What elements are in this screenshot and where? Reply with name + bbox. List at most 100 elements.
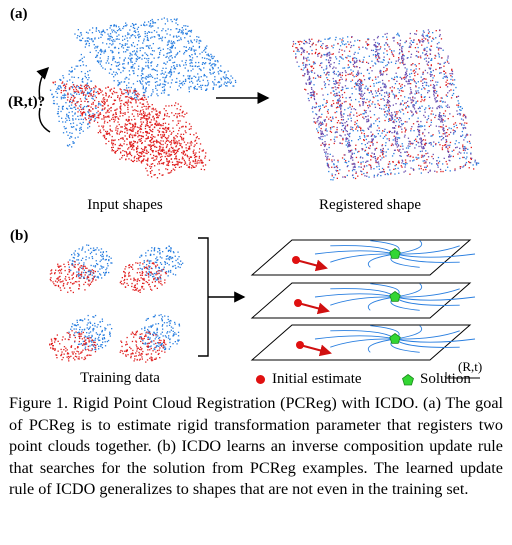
overlap-point <box>434 170 436 172</box>
blue-point <box>348 160 350 163</box>
red-point <box>425 78 427 80</box>
red-point <box>158 122 160 124</box>
blue-point <box>159 270 161 272</box>
blue-point <box>64 121 67 123</box>
red-point <box>142 103 145 105</box>
blue-point <box>85 105 88 108</box>
red-point <box>88 280 90 282</box>
red-point <box>358 78 361 81</box>
red-point <box>157 134 159 136</box>
red-point <box>75 89 78 91</box>
red-point <box>83 277 86 279</box>
red-point <box>169 155 171 157</box>
overlap-point <box>362 46 364 48</box>
blue-point <box>205 89 207 91</box>
overlap-point <box>317 74 319 76</box>
red-point <box>360 79 362 81</box>
blue-point <box>162 83 164 85</box>
blue-point <box>152 22 154 24</box>
red-point <box>156 123 159 125</box>
red-point <box>174 153 176 155</box>
blue-point <box>187 25 189 27</box>
blue-point <box>176 18 178 20</box>
blue-point <box>86 244 88 246</box>
red-point <box>371 79 374 81</box>
overlap-point <box>384 83 386 86</box>
blue-point <box>171 261 174 263</box>
red-point <box>372 101 374 103</box>
overlap-point <box>438 125 440 128</box>
blue-point <box>227 70 229 72</box>
blue-point <box>82 108 84 110</box>
overlap-point <box>409 160 411 162</box>
overlap-point <box>363 117 365 120</box>
blue-point <box>134 92 136 94</box>
red-point <box>84 100 86 102</box>
blue-point <box>117 83 119 86</box>
red-point <box>435 68 437 71</box>
red-point <box>161 148 164 150</box>
blue-point <box>356 83 359 85</box>
blue-point <box>77 29 79 31</box>
blue-point <box>134 88 136 90</box>
blue-point <box>59 78 61 81</box>
red-point <box>412 78 415 80</box>
blue-point <box>121 46 123 48</box>
overlap-point <box>306 71 309 73</box>
red-point <box>89 283 92 285</box>
blue-point <box>116 73 118 75</box>
overlap-point <box>322 123 324 125</box>
blue-point <box>407 97 410 99</box>
blue-point <box>173 35 175 37</box>
blue-point <box>142 85 144 87</box>
overlap-point <box>340 116 343 118</box>
overlap-point <box>448 90 451 92</box>
blue-point <box>460 109 462 111</box>
blue-point <box>77 255 79 257</box>
red-point <box>415 140 418 142</box>
overlap-point <box>355 171 357 173</box>
blue-point <box>152 91 154 93</box>
blue-point <box>78 93 80 95</box>
blue-point <box>229 79 231 81</box>
red-point <box>138 134 140 136</box>
red-point <box>127 120 129 122</box>
blue-point <box>425 142 428 144</box>
red-point <box>335 165 338 168</box>
red-point <box>388 106 390 109</box>
overlap-point <box>429 53 432 55</box>
red-point <box>201 161 203 163</box>
blue-point <box>350 61 352 64</box>
blue-point <box>89 88 91 90</box>
blue-point <box>419 150 422 153</box>
red-point <box>101 125 103 127</box>
blue-point <box>465 161 468 164</box>
blue-point <box>136 58 138 60</box>
overlap-point <box>313 95 316 97</box>
overlap-point <box>360 84 362 87</box>
red-point <box>388 130 390 133</box>
red-point <box>398 66 400 69</box>
overlap-point <box>411 111 413 113</box>
blue-point <box>67 134 69 136</box>
blue-point <box>129 29 131 31</box>
red-point <box>141 103 143 105</box>
blue-point <box>126 43 128 45</box>
overlap-point <box>429 73 431 75</box>
red-point <box>98 113 100 115</box>
red-point <box>77 101 79 103</box>
blue-point <box>357 126 360 128</box>
registered-shape-point-cloud <box>292 29 480 181</box>
overlap-point <box>392 127 394 129</box>
blue-point <box>383 130 385 132</box>
red-point <box>464 122 466 124</box>
overlap-point <box>328 166 330 169</box>
red-point <box>105 92 107 94</box>
red-point <box>126 138 128 140</box>
red-point <box>359 126 361 128</box>
red-point <box>126 90 129 93</box>
blue-point <box>67 116 69 118</box>
blue-point <box>75 65 77 67</box>
overlap-point <box>343 101 346 103</box>
red-point <box>105 112 107 114</box>
